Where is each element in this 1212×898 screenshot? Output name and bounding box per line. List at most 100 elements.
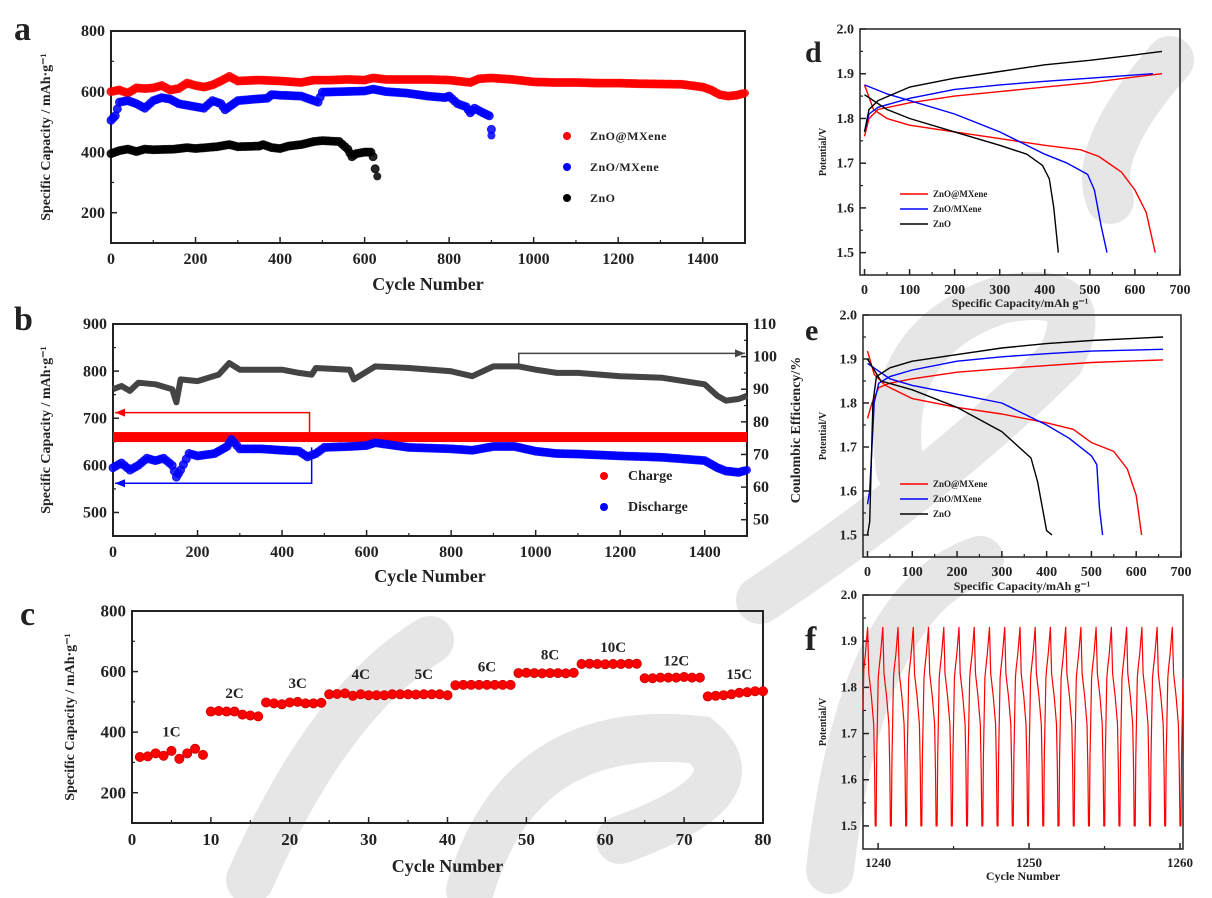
y2-tick-label: 110	[753, 316, 776, 333]
series-zno	[106, 136, 382, 181]
y-tick-label: 1.8	[840, 396, 858, 411]
series-zno	[863, 50, 1163, 253]
legend-marker	[600, 472, 608, 480]
data-point	[694, 672, 705, 683]
x-tick-label: 400	[1034, 283, 1055, 298]
x-tick-label: 400	[270, 544, 294, 561]
series-zno-mxene	[863, 73, 1163, 253]
x-tick-label: 200	[186, 544, 210, 561]
discharge-curve	[863, 84, 1156, 253]
y-tick-label: 400	[81, 144, 105, 161]
y2-tick-label: 60	[753, 479, 769, 496]
plot-frame	[862, 314, 1182, 558]
y-tick-label: 1.7	[841, 726, 858, 741]
y-tick-label: 1.7	[840, 440, 858, 455]
y-tick-label: 1.8	[837, 112, 855, 127]
y2-tick-label: 100	[753, 349, 777, 366]
chart-c: 0 10 20 30 40 50 60 70 80 200 400 600 800 Cycle Numbe…	[20, 596, 772, 876]
data-point	[197, 749, 208, 760]
x-axis-label: Cycle Number	[372, 274, 483, 294]
y-tick-label: 600	[83, 458, 107, 475]
chart-a: 0 200 400 600 800 1000 1200 1400 200 400 600 800 Cyc…	[14, 11, 749, 294]
series-charge	[113, 432, 747, 443]
y-tick-label: 800	[101, 602, 127, 621]
rate-label: 10C	[600, 640, 626, 656]
data-point	[741, 89, 749, 98]
x-tick-label: 0	[861, 283, 868, 298]
arrow-discharge-to-left-axis	[115, 447, 313, 484]
y-axis-label: Potential/V	[818, 697, 829, 746]
panel-label: a	[14, 11, 31, 48]
y-tick-label: 1.9	[840, 352, 858, 367]
discharge-curve	[867, 362, 1104, 536]
data-point	[442, 690, 453, 701]
data-point	[253, 711, 264, 722]
x-tick-label: 30	[360, 830, 377, 849]
x-axis-label: Specific Capacity/mAh g⁻¹	[952, 296, 1089, 310]
data-point	[174, 753, 185, 764]
x-tick-label: 600	[1126, 565, 1147, 580]
rate-label: 6C	[478, 660, 496, 676]
y-axis-label: Potential/V	[818, 411, 829, 460]
x-tick-label: 100	[902, 565, 923, 580]
x-tick-label: 1400	[689, 544, 721, 561]
arrow-ce-to-right-axis	[518, 352, 745, 367]
cycling-curve	[862, 626, 1184, 827]
y-axis-label: Potential/V	[818, 127, 829, 176]
y-tick-label: 1.6	[841, 772, 858, 787]
discharge-curve	[864, 94, 1059, 253]
x-tick-label: 0	[109, 544, 117, 561]
chart-f: 1240 1250 1260 1.5 1.6 1.7 1.8 1.9 2.0 Cycle Numb…	[805, 587, 1193, 883]
discharge-curve	[864, 84, 1108, 253]
x-tick-label: 80	[755, 830, 772, 849]
y-tick-label: 700	[83, 410, 107, 427]
x-tick-label: 0	[864, 565, 871, 580]
legend-label: Charge	[628, 469, 672, 484]
y2-tick-label: 90	[753, 381, 769, 398]
y-tick-label: 800	[81, 23, 105, 40]
x-axis-label: Cycle Number	[374, 566, 485, 586]
x-tick-label: 500	[1081, 565, 1102, 580]
x-tick-label: 50	[518, 830, 535, 849]
arrow-head	[115, 479, 125, 488]
plot-frame	[862, 594, 1184, 850]
y-tick-label: 600	[81, 84, 105, 101]
rate-label: 12C	[663, 654, 689, 670]
data-point	[484, 111, 494, 121]
charge-curve	[863, 73, 1154, 133]
watermark	[226, 36, 1194, 898]
rate-label: 3C	[288, 676, 306, 692]
x-axis-label: Cycle Number	[986, 869, 1061, 883]
x-tick-label: 200	[184, 251, 208, 268]
y-tick-label: 1.9	[841, 633, 858, 648]
data-point	[166, 745, 177, 756]
data-point	[316, 697, 327, 708]
data-point	[758, 686, 769, 697]
rate-labels: 1C 2C 3C 4C 5C 6C 8C 10C 12C 15C	[162, 640, 752, 741]
y-tick-label: 1.9	[837, 67, 855, 82]
plot-frame	[110, 30, 746, 244]
x-tick-label: 400	[1036, 565, 1057, 580]
data-point	[631, 658, 642, 669]
x-tick-label: 0	[107, 251, 115, 268]
discharge-curve	[866, 358, 1053, 536]
legend-label: ZnO@MXene	[933, 189, 987, 199]
panel-label: b	[14, 301, 33, 338]
x-tick-label: 60	[597, 830, 614, 849]
legend-label: ZnO	[933, 219, 951, 229]
y-axis-label: Specific Capacity / mAh·g⁻¹	[39, 346, 54, 514]
legend-marker	[563, 194, 571, 202]
y-axis-label: Specific Capacity / mAh·g⁻¹	[39, 53, 54, 221]
x-tick-label: 1240	[865, 855, 891, 870]
series-zno-mxene	[106, 84, 496, 140]
x-tick-label: 0	[128, 830, 137, 849]
x-tick-label: 300	[989, 283, 1010, 298]
data-point	[182, 748, 193, 759]
series-zno	[866, 336, 1164, 536]
legend-marker	[600, 503, 608, 511]
arrow-charge-to-left-axis	[115, 411, 311, 437]
rate-label: 1C	[162, 725, 180, 741]
x-tick-label: 10	[202, 830, 219, 849]
legend-label: ZnO/MXene	[933, 204, 982, 214]
